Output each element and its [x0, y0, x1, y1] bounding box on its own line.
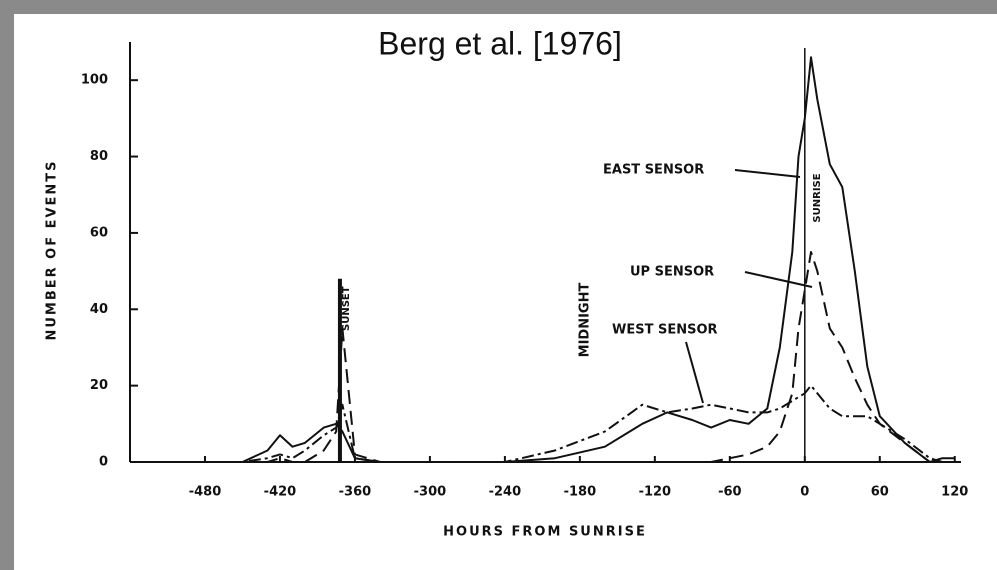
arrow	[734, 169, 801, 178]
arrow	[744, 271, 813, 288]
x-tick-label: 0	[800, 485, 809, 500]
marker-label: SUNRISE	[812, 173, 823, 222]
x-tick-label: -60	[718, 485, 742, 500]
series-line	[180, 384, 955, 463]
y-tick-label: 20	[90, 378, 108, 393]
y-tick-label: 0	[99, 455, 108, 470]
panel	[14, 14, 997, 570]
series-line	[180, 251, 955, 463]
y-tick-label: 80	[90, 149, 108, 164]
x-tick-label: -360	[339, 485, 372, 500]
y-axis-label: NUMBER OF EVENTS	[45, 159, 60, 340]
series-label: EAST SENSOR	[603, 163, 704, 178]
x-tick-label: -180	[564, 485, 597, 500]
x-tick-label: -240	[489, 485, 522, 500]
marker-label: SUNSET	[341, 286, 352, 331]
x-tick-label: 120	[941, 485, 968, 500]
chart-title: Berg et al. [1976]	[378, 25, 622, 61]
y-tick-label: 100	[81, 73, 108, 88]
y-tick-label: 60	[90, 225, 108, 240]
x-tick-label: -480	[189, 485, 222, 500]
series-label: WEST SENSOR	[612, 323, 718, 338]
series-line	[180, 56, 955, 463]
x-tick-label: -120	[639, 485, 672, 500]
arrow	[685, 341, 704, 404]
midnight-label: MIDNIGHT	[578, 283, 593, 358]
y-tick-label: 40	[90, 302, 108, 317]
x-tick-label: -420	[264, 485, 297, 500]
series-label: UP SENSOR	[630, 265, 714, 280]
x-axis-label: HOURS FROM SUNRISE	[443, 525, 647, 540]
x-tick-label: -300	[414, 485, 447, 500]
x-tick-label: 60	[871, 485, 889, 500]
